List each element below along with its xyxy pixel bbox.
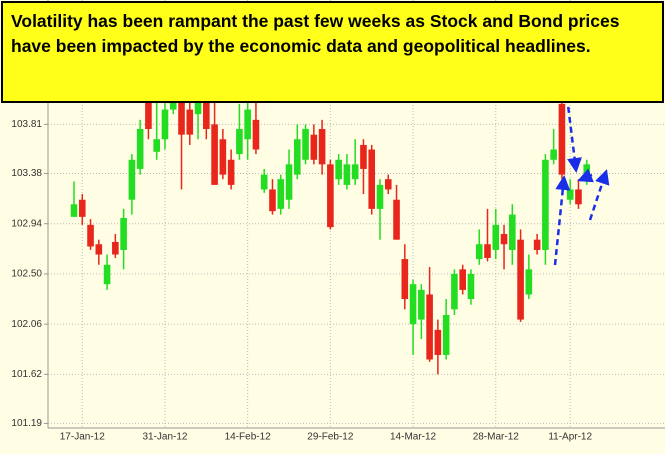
candle-body [252,119,260,150]
candle-body [376,184,384,209]
candle-body [525,269,533,295]
annotation-banner: Volatility has been rampant the past few… [1,1,664,103]
x-tick-label: 31-Jan-12 [142,432,187,443]
candle-body [269,189,276,212]
candle-body [517,239,524,320]
candle-body [318,128,326,165]
candle-body [575,189,582,205]
x-tick-label: 14-Feb-12 [225,432,272,443]
x-tick-label: 14-Mar-12 [390,432,437,443]
candle-body [566,189,574,200]
candle-body [78,199,86,217]
candle-body [260,174,268,190]
candle-body [558,103,566,175]
candle-body [351,164,359,180]
candle-body [285,164,293,200]
candle-body [343,164,351,185]
y-tick-label: 101.19 [11,418,42,429]
candles [70,89,591,375]
candle-body [310,134,318,160]
candle-body [484,244,491,258]
y-tick-label: 103.38 [11,168,42,179]
candle-body [393,199,400,240]
candle-body [277,179,285,209]
candle-body [227,159,235,185]
y-tick-label: 103.81 [11,119,42,130]
candle-body [542,159,549,250]
arrow [565,96,582,173]
candle-body [186,109,194,135]
candle-body [95,244,103,255]
x-tick-label: 17-Jan-12 [60,432,105,443]
candle-body [475,244,483,260]
candle-body [178,99,185,135]
arrow [553,175,571,266]
candle-body [409,284,417,325]
arrow [577,168,594,183]
candle-body [533,239,541,250]
candle-body [103,264,111,285]
candle-body [211,124,218,185]
candle-body [360,144,367,169]
candle-body [302,128,309,160]
candle-body [219,139,227,175]
candle-body [459,269,466,290]
candle-body [434,329,442,355]
candle-body [293,139,301,175]
candle-body [161,109,169,140]
candle-body [120,217,127,250]
candle-body [492,224,500,250]
candle-body [550,149,557,160]
candle-body [87,224,94,247]
candle-body [467,273,475,300]
x-tick-label: 28-Mar-12 [473,432,520,443]
x-tick-label: 11-Apr-12 [548,432,592,443]
candle-body [451,273,458,310]
y-tick-label: 101.62 [11,369,42,380]
candle-body [418,289,425,320]
annotation-arrows [553,96,610,266]
candle-body [244,109,251,140]
candle-body [112,241,119,255]
candle-body [500,233,508,245]
candle-body [442,315,450,355]
candle-body [136,128,144,169]
candle-body [70,204,78,217]
candle-body [401,259,409,300]
candle-body [368,149,376,209]
candle-body [153,139,160,152]
y-tick-label: 102.06 [11,319,42,330]
candle-body [426,294,433,360]
candle-body [128,159,136,200]
candle-body [236,128,243,155]
candle-body [509,214,516,250]
candle-body [384,179,392,190]
candle-body [203,89,210,129]
candle-body [169,99,177,110]
y-tick-label: 102.50 [11,269,42,280]
candle-body [335,159,342,180]
arrow [588,169,610,221]
candle-body [145,99,152,129]
candle-body [194,94,202,115]
candle-body [327,164,334,228]
y-tick-label: 102.94 [11,218,42,229]
x-tick-label: 29-Feb-12 [307,432,354,443]
